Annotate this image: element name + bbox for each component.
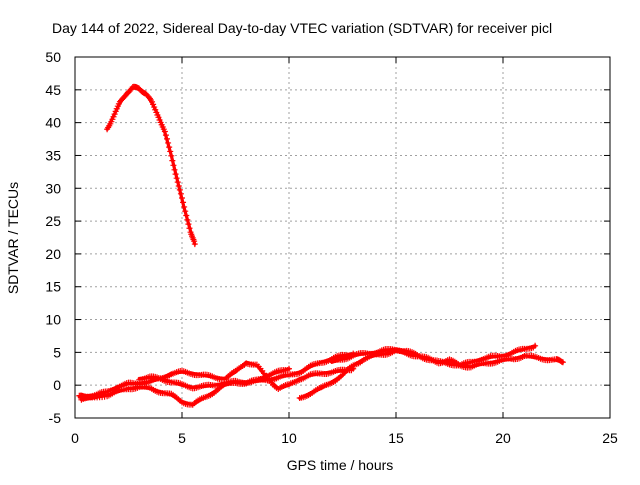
plot-frame (74, 56, 611, 419)
data-point (177, 190, 184, 197)
data-point (170, 162, 177, 169)
x-tick-label: 15 (388, 430, 404, 446)
data-point (172, 171, 179, 178)
data-point (176, 186, 183, 193)
data-point (559, 359, 566, 366)
data-point (110, 113, 117, 120)
x-tick-label: 20 (495, 430, 511, 446)
data-point (191, 238, 198, 245)
y-axis-label: SDTVAR / TECUs (5, 182, 21, 294)
data-point (155, 114, 162, 121)
data-point (175, 182, 182, 189)
data-point (173, 175, 180, 182)
series-arc-low-c (136, 350, 357, 392)
data-point (185, 221, 192, 228)
y-tick-label: -5 (49, 410, 62, 426)
y-tick-label: 30 (45, 180, 61, 196)
data-point (191, 241, 198, 248)
data-point (166, 144, 173, 151)
data-point (186, 225, 193, 232)
grid-layer (75, 57, 610, 418)
chart-title: Day 144 of 2022, Sidereal Day-to-day VTE… (52, 20, 552, 36)
data-point (286, 365, 292, 372)
x-tick-label: 25 (602, 430, 618, 446)
x-tick-label: 10 (281, 430, 297, 446)
y-tick-label: 5 (53, 344, 61, 360)
y-tick-label: 25 (45, 213, 61, 229)
data-point (182, 208, 189, 215)
data-point (179, 194, 185, 201)
series-arc-upper (328, 342, 539, 369)
data-point (111, 111, 118, 118)
data-point (164, 135, 171, 142)
data-point (168, 152, 175, 159)
y-tick-label: 0 (53, 377, 61, 393)
x-axis-label: GPS time / hours (287, 457, 394, 473)
data-point (161, 128, 168, 135)
data-point (180, 199, 187, 206)
data-point (151, 104, 158, 111)
data-point (183, 212, 190, 219)
y-tick-label: 20 (45, 246, 61, 262)
data-point (162, 132, 169, 139)
axis-layer: 0 5 10 15 20 25 -5 0 5 10 15 20 25 30 35 40 45 50 (45, 49, 618, 446)
y-tick-label: 45 (45, 82, 61, 98)
data-point (181, 203, 188, 210)
y-tick-label: 15 (45, 279, 61, 295)
data-point (165, 139, 172, 146)
y-tick-label: 10 (45, 312, 61, 328)
y-tick-label: 40 (45, 115, 61, 131)
x-tick-label: 5 (178, 430, 186, 446)
data-point (167, 148, 174, 155)
data-point (152, 106, 159, 113)
data-point (150, 101, 157, 108)
data-point (532, 342, 539, 349)
data-point (174, 179, 181, 186)
data-layer (76, 83, 566, 408)
data-point (169, 157, 176, 164)
data-point (171, 166, 178, 173)
y-tick-label: 50 (45, 49, 61, 65)
data-point (112, 108, 119, 115)
data-point (184, 216, 191, 223)
series-arc-high (104, 83, 198, 248)
y-tick-label: 35 (45, 147, 61, 163)
x-tick-label: 0 (71, 430, 79, 446)
